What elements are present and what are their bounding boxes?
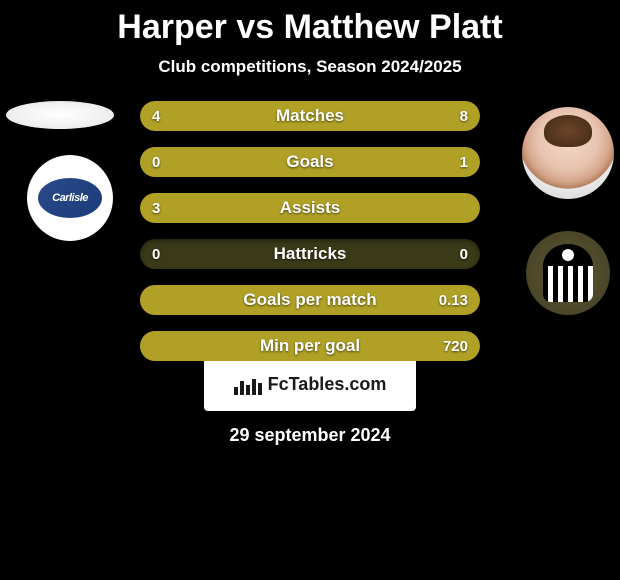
- carlisle-badge-icon: Carlisle: [38, 178, 102, 218]
- stat-bar: 3Assists: [140, 193, 480, 223]
- stat-bar: 4Matches8: [140, 101, 480, 131]
- bar-value-right: 8: [460, 101, 468, 131]
- stat-bar: 0Hattricks0: [140, 239, 480, 269]
- notts-county-badge-icon: [543, 244, 593, 302]
- bar-label: Hattricks: [140, 239, 480, 269]
- bar-value-right: 0: [460, 239, 468, 269]
- bar-label: Min per goal: [140, 331, 480, 361]
- page-title: Harper vs Matthew Platt: [0, 0, 620, 47]
- bar-value-right: 0.13: [439, 285, 468, 315]
- snapshot-date: 29 september 2024: [0, 425, 620, 446]
- bar-label: Assists: [140, 193, 480, 223]
- left-player-avatar: [6, 101, 114, 129]
- stat-bar: 0Goals1: [140, 147, 480, 177]
- stat-bars: 4Matches80Goals13Assists0Hattricks0Goals…: [140, 101, 480, 377]
- page-subtitle: Club competitions, Season 2024/2025: [0, 57, 620, 77]
- chart-icon: [234, 373, 262, 395]
- stat-bar: Min per goal720: [140, 331, 480, 361]
- left-club-badge: Carlisle: [27, 155, 113, 241]
- right-player-avatar: [522, 107, 614, 199]
- bar-label: Goals: [140, 147, 480, 177]
- bar-value-right: 1: [460, 147, 468, 177]
- bar-label: Goals per match: [140, 285, 480, 315]
- stat-bar: Goals per match0.13: [140, 285, 480, 315]
- bar-value-right: 720: [443, 331, 468, 361]
- right-club-badge: [526, 231, 610, 315]
- bar-label: Matches: [140, 101, 480, 131]
